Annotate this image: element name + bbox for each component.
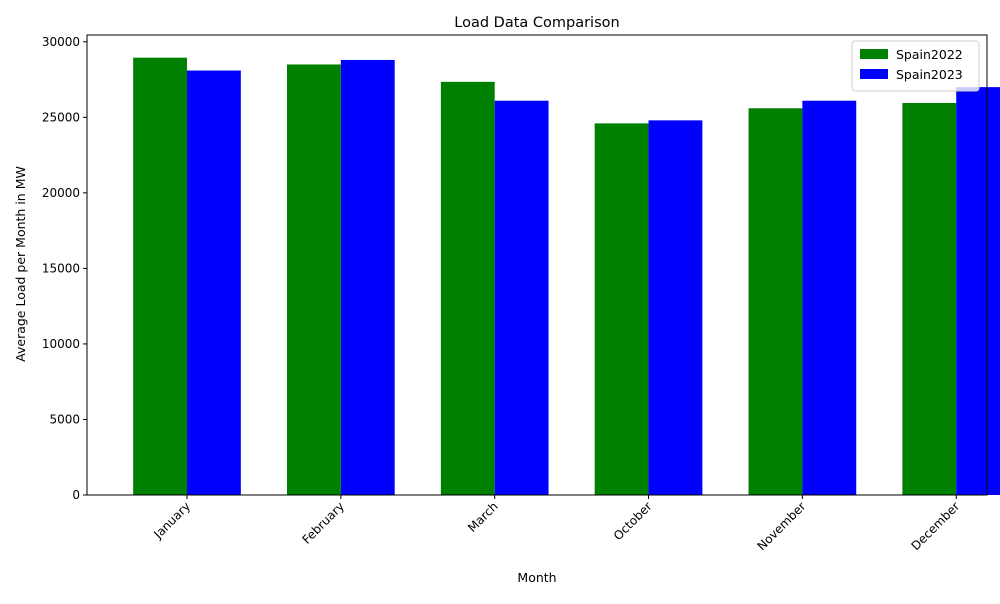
plot-frame (86, 34, 988, 496)
bar-Spain2023-November (802, 100, 857, 495)
x-tick-label: January (150, 499, 193, 542)
chart-title: Load Data Comparison (454, 15, 619, 31)
legend-swatch (860, 69, 888, 79)
y-axis-label: Average Load per Month in MW (13, 166, 28, 362)
bar-Spain2022-November (748, 108, 803, 496)
legend-label: Spain2023 (896, 67, 963, 82)
y-tick-label: 5000 (49, 412, 80, 426)
legend-swatch (860, 49, 888, 59)
bar-Spain2022-December (902, 102, 957, 496)
y-tick-label: 30000 (42, 35, 80, 49)
legend: Spain2022 Spain2023 (851, 40, 980, 92)
x-tick-label: February (299, 499, 347, 547)
bar-Spain2023-October (648, 120, 703, 496)
bar-Spain2022-February (287, 64, 341, 495)
bar-Spain2022-March (440, 81, 495, 495)
bar-Spain2023-January (187, 70, 241, 495)
x-tick-label: December (908, 499, 962, 553)
bar-Spain2023-February (340, 59, 395, 495)
x-axis-label: Month (517, 570, 556, 585)
x-tick-label: March (465, 499, 501, 535)
y-tick-label: 20000 (42, 186, 80, 200)
bar-Spain2023-March (494, 100, 549, 495)
x-tick-label: November (754, 499, 808, 553)
bar-Spain2022-October (594, 123, 649, 495)
y-tick-label: 15000 (42, 261, 80, 275)
y-tick-label: 25000 (42, 110, 80, 124)
bar-Spain2022-January (133, 57, 187, 496)
y-tick-label: 10000 (42, 337, 80, 351)
x-tick-label: October (611, 499, 655, 543)
plot-area (133, 57, 1000, 496)
legend-label: Spain2022 (896, 47, 963, 62)
y-tick-label: 0 (72, 488, 80, 502)
bar-Spain2023-December (956, 87, 1000, 495)
